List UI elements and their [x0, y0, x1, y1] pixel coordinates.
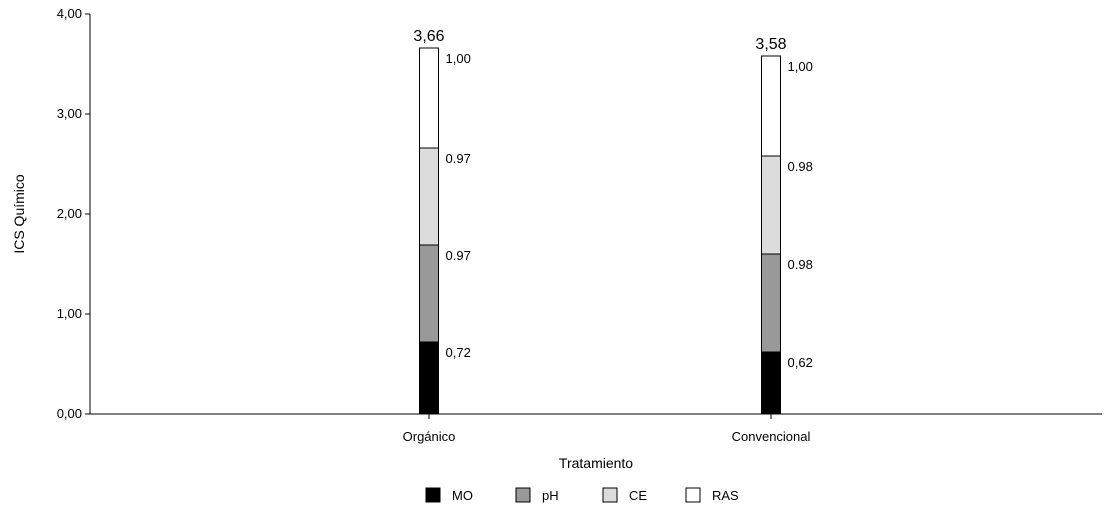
legend-swatch-ce — [602, 487, 618, 503]
x-tick-label: Convencional — [732, 429, 811, 444]
data-label: 1,00 — [446, 51, 471, 66]
legend-label: CE — [629, 488, 647, 503]
legend-label: pH — [542, 488, 559, 503]
legend-swatch-ph — [515, 487, 531, 503]
x-tick-label: Orgánico — [403, 429, 456, 444]
legend-label: RAS — [712, 488, 739, 503]
total-label: 3,66 — [413, 28, 444, 45]
y-axis-title: ICS Químico — [11, 174, 27, 254]
legend: MO pH CE RAS — [425, 487, 739, 503]
y-tick-label: 0,00 — [57, 406, 82, 421]
bar-segment-ras — [761, 55, 781, 157]
total-label: 3,58 — [755, 36, 786, 53]
legend-swatch-ras — [685, 487, 701, 503]
legend-swatch-mo — [425, 487, 441, 503]
data-label: 0.97 — [446, 151, 471, 166]
x-axis-title: Tratamiento — [559, 455, 633, 471]
data-label: 0.98 — [788, 159, 813, 174]
bar-segment-mo — [419, 341, 439, 415]
bar-segment-mo — [761, 351, 781, 415]
data-label: 0.98 — [788, 257, 813, 272]
bar-segment-ce — [419, 147, 439, 246]
y-tick-label: 2,00 — [57, 206, 82, 221]
bar-segment-ce — [761, 155, 781, 255]
data-label: 1,00 — [788, 59, 813, 74]
bar-segment-ph — [761, 253, 781, 353]
chart-marks: 0,00 1,00 2,00 3,00 4,00 Orgánico 0,72 0.97 0.97… — [57, 6, 813, 444]
bar-segment-ph — [419, 244, 439, 343]
data-label: 0.97 — [446, 248, 471, 263]
legend-label: MO — [452, 488, 473, 503]
data-label: 0,72 — [446, 345, 471, 360]
y-tick-label: 3,00 — [57, 106, 82, 121]
y-tick-label: 1,00 — [57, 306, 82, 321]
data-label: 0,62 — [788, 355, 813, 370]
y-tick-label: 4,00 — [57, 6, 82, 21]
bar-segment-ras — [419, 47, 439, 149]
